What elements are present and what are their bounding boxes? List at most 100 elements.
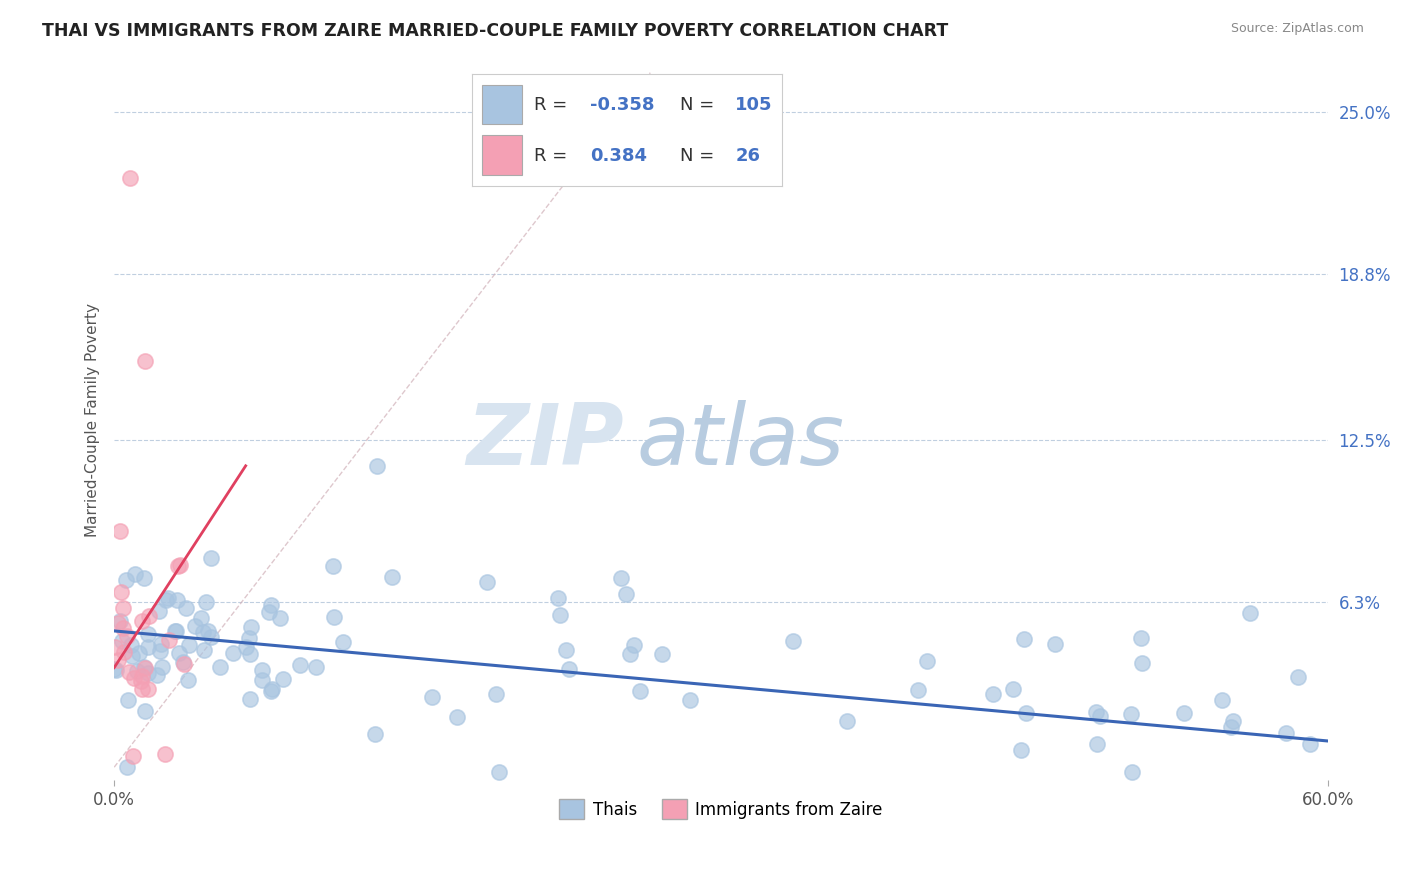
Point <box>250 673 273 687</box>
Point <box>132 660 155 674</box>
Point <box>134 704 156 718</box>
Y-axis label: Married-Couple Family Poverty: Married-Couple Family Poverty <box>86 303 100 537</box>
Point <box>156 591 179 606</box>
Point <box>117 692 139 706</box>
Point <box>260 599 283 613</box>
Point <box>381 570 404 584</box>
Point <box>132 572 155 586</box>
Point <box>782 634 804 648</box>
Point <box>122 748 145 763</box>
Point <box>1010 743 1032 757</box>
Point <box>195 595 218 609</box>
Point <box>364 727 387 741</box>
Point <box>1087 737 1109 751</box>
Point <box>136 666 159 681</box>
Point <box>475 575 498 590</box>
Point <box>1085 705 1108 719</box>
Point <box>260 681 283 696</box>
Point <box>1211 693 1233 707</box>
Point <box>127 664 149 678</box>
Point <box>105 663 128 677</box>
Point <box>155 593 177 607</box>
Point <box>131 614 153 628</box>
Text: THAI VS IMMIGRANTS FROM ZAIRE MARRIED-COUPLE FAMILY POVERTY CORRELATION CHART: THAI VS IMMIGRANTS FROM ZAIRE MARRIED-CO… <box>42 22 949 40</box>
Point <box>628 684 651 698</box>
Point <box>110 584 132 599</box>
Point <box>488 765 510 780</box>
Legend: Thais, Immigrants from Zaire: Thais, Immigrants from Zaire <box>553 792 890 826</box>
Point <box>250 663 273 677</box>
Point <box>290 658 312 673</box>
Point <box>547 591 569 606</box>
Point <box>110 524 132 539</box>
Point <box>111 621 134 635</box>
Point <box>136 640 159 654</box>
Point <box>260 683 283 698</box>
Point <box>1121 765 1143 780</box>
Point <box>332 635 354 649</box>
Point <box>1121 706 1143 721</box>
Point <box>118 665 141 680</box>
Point <box>322 558 344 573</box>
Point <box>1222 714 1244 728</box>
Point <box>1012 632 1035 646</box>
Point <box>981 687 1004 701</box>
Point <box>651 647 673 661</box>
Point <box>165 624 187 639</box>
Point <box>197 624 219 639</box>
Point <box>174 601 197 615</box>
Point <box>420 690 443 705</box>
Point <box>131 682 153 697</box>
Point <box>271 672 294 686</box>
Point <box>138 608 160 623</box>
Point <box>257 605 280 619</box>
Point <box>835 714 858 729</box>
Point <box>1299 737 1322 751</box>
Point <box>129 673 152 688</box>
Point <box>907 683 929 698</box>
Point <box>240 620 263 634</box>
Point <box>610 571 633 585</box>
Point <box>134 661 156 675</box>
Point <box>124 567 146 582</box>
Point <box>1173 706 1195 721</box>
Point <box>1274 726 1296 740</box>
Point <box>1130 631 1153 645</box>
Point <box>134 354 156 368</box>
Point <box>120 638 142 652</box>
Point <box>167 558 190 573</box>
Point <box>107 653 129 667</box>
Point <box>149 644 172 658</box>
Text: atlas: atlas <box>636 401 844 483</box>
Point <box>150 637 173 651</box>
Point <box>148 604 170 618</box>
Point <box>323 609 346 624</box>
Text: ZIP: ZIP <box>467 401 624 483</box>
Point <box>112 645 135 659</box>
Point <box>200 551 222 566</box>
Point <box>122 671 145 685</box>
Point <box>173 657 195 672</box>
Point <box>558 662 581 676</box>
Point <box>679 692 702 706</box>
Point <box>239 647 262 661</box>
Point <box>120 170 142 185</box>
Point <box>157 632 180 647</box>
Point <box>165 624 187 639</box>
Point <box>235 640 257 655</box>
Point <box>172 656 194 670</box>
Point <box>200 630 222 644</box>
Point <box>1239 606 1261 620</box>
Point <box>917 654 939 668</box>
Point <box>166 593 188 607</box>
Point <box>554 643 576 657</box>
Point <box>115 629 138 643</box>
Point <box>1045 637 1067 651</box>
Point <box>619 647 641 661</box>
Point <box>103 661 125 675</box>
Point <box>239 692 262 706</box>
Point <box>107 615 129 630</box>
Point <box>1088 709 1111 723</box>
Point <box>193 624 215 639</box>
Point <box>150 660 173 674</box>
